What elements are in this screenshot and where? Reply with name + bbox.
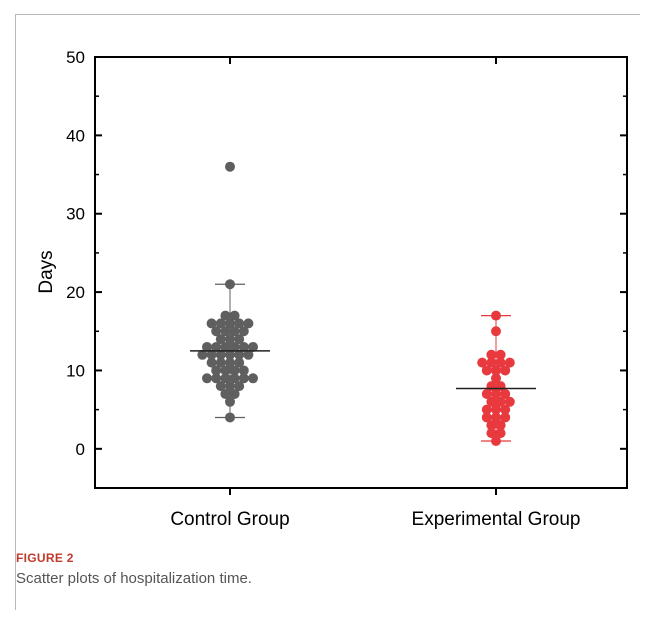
data-point (481, 412, 492, 423)
data-point (491, 404, 501, 415)
data-point (206, 318, 217, 329)
data-point (234, 334, 245, 345)
data-point (486, 428, 497, 439)
data-point (197, 349, 208, 360)
data-point (477, 357, 488, 368)
figure-label: FIGURE 2 (16, 551, 74, 565)
data-point (491, 310, 501, 321)
data-point (500, 412, 511, 423)
data-point (220, 373, 231, 384)
scatter-chart: 0 10 20 30 40 50 Control Group Experimental Gr… (36, 48, 628, 530)
data-point (491, 373, 501, 384)
data-point (481, 365, 492, 376)
y-tick-label: 50 (66, 48, 85, 67)
data-point (486, 349, 497, 360)
x-tick-label: Experimental Group (412, 509, 581, 530)
figure-caption-text: Scatter plots of hospitalization time. (16, 570, 252, 587)
data-point (220, 365, 231, 376)
x-tick-label: Control Group (170, 509, 289, 530)
data-point (229, 341, 240, 352)
plot-frame (94, 56, 628, 489)
x-axis: Control Group Experimental Group (170, 57, 580, 530)
data-point (238, 365, 249, 376)
data-point (504, 396, 515, 407)
y-axis: 0 10 20 30 40 50 (66, 48, 627, 489)
data-point (206, 349, 217, 360)
y-tick-label: 40 (66, 126, 85, 145)
data-point (234, 349, 245, 360)
series-experimental-group (456, 310, 536, 446)
data-point (491, 435, 501, 446)
data-point (238, 326, 249, 337)
data-point (206, 357, 217, 368)
data-point (220, 326, 231, 337)
data-point (229, 326, 240, 337)
data-point (225, 412, 235, 423)
data-point (229, 310, 240, 321)
data-point (202, 341, 212, 352)
data-point (495, 428, 506, 439)
data-point (495, 357, 506, 368)
data-point (211, 341, 222, 352)
data-point (215, 381, 226, 392)
data-point (215, 357, 226, 368)
data-point (238, 373, 249, 384)
data-point (500, 388, 511, 399)
data-point (211, 326, 222, 337)
data-point (211, 373, 222, 384)
data-point (491, 326, 501, 337)
figure-frame-left (15, 14, 16, 610)
data-point (481, 404, 492, 415)
figure-caption: FIGURE 2 Scatter plots of hospitalizatio… (16, 551, 252, 587)
data-point (225, 396, 235, 407)
data-point (481, 388, 492, 399)
data-point (215, 334, 226, 345)
y-axis-label: Days (36, 250, 57, 293)
data-point (491, 388, 501, 399)
y-tick-label: 10 (66, 361, 85, 380)
data-point (215, 318, 226, 329)
data-point (225, 349, 235, 360)
data-point (243, 318, 254, 329)
y-tick-label: 20 (66, 283, 85, 302)
series-control-group (190, 161, 270, 423)
data-point (234, 381, 245, 392)
data-point (243, 349, 254, 360)
data-point (229, 373, 240, 384)
figure-frame-top (15, 14, 640, 15)
data-point (491, 365, 501, 376)
y-tick-label: 30 (66, 205, 85, 224)
data-point (229, 388, 240, 399)
data-point (225, 279, 235, 290)
data-point (248, 341, 258, 352)
data-point (225, 161, 235, 172)
data-point (220, 388, 231, 399)
data-point (220, 310, 231, 321)
data-point (234, 318, 245, 329)
data-point (225, 318, 235, 329)
data-point (211, 365, 222, 376)
data-groups (190, 161, 536, 446)
data-point (495, 396, 506, 407)
data-point (500, 404, 511, 415)
data-point (495, 420, 506, 431)
data-point (248, 373, 258, 384)
data-point (500, 365, 511, 376)
data-point (234, 357, 245, 368)
data-point (238, 341, 249, 352)
data-point (491, 412, 501, 423)
data-point (220, 341, 231, 352)
data-point (495, 349, 506, 360)
y-tick-label: 0 (76, 440, 85, 459)
data-point (215, 349, 226, 360)
data-point (486, 396, 497, 407)
data-point (225, 381, 235, 392)
data-point (486, 357, 497, 368)
data-point (225, 357, 235, 368)
data-point (202, 373, 212, 384)
data-point (229, 365, 240, 376)
data-point (486, 420, 497, 431)
data-point (225, 334, 235, 345)
data-point (504, 357, 515, 368)
